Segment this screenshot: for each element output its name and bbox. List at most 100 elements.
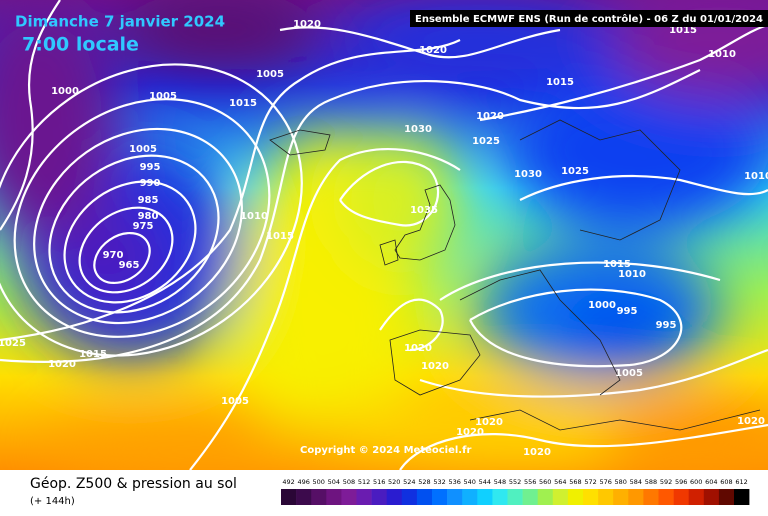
isobar <box>78 206 174 294</box>
colorbar-label: 608 <box>720 478 732 486</box>
colorbar-cell <box>658 489 674 505</box>
colorbar-label: 516 <box>373 478 385 486</box>
isobar-label: 1015 <box>669 25 697 36</box>
isobar-label: 1010 <box>618 269 646 280</box>
isobar-label: 1030 <box>404 124 432 135</box>
colorbar-label: 556 <box>524 478 536 486</box>
colorbar-label: 572 <box>584 478 596 486</box>
isobar <box>439 261 721 301</box>
colorbar-cell <box>507 489 523 505</box>
colorbar-label: 508 <box>343 478 355 486</box>
colorbar-label: 580 <box>615 478 627 486</box>
isobar-label: 1000 <box>51 86 79 97</box>
colorbar-label: 500 <box>313 478 325 486</box>
colorbar-cell <box>311 489 327 505</box>
isobar-label: 1005 <box>149 91 177 102</box>
isobar <box>419 348 768 398</box>
colorbar-cell <box>356 489 372 505</box>
isobar-label: 995 <box>656 320 677 331</box>
colorbar-label: 600 <box>690 478 702 486</box>
isobar-label: 1015 <box>79 349 107 360</box>
colorbar-label: 504 <box>328 478 340 486</box>
colorbar-cell <box>296 489 312 505</box>
isobar <box>0 0 61 231</box>
colorbar-label: 552 <box>509 478 521 486</box>
isobar-label: 995 <box>617 306 638 317</box>
isobar-label: 1015 <box>603 259 631 270</box>
isobar-label: 1025 <box>472 136 500 147</box>
colorbar-label: 492 <box>282 478 294 486</box>
isobar-label: 1020 <box>419 45 447 56</box>
colorbar-cell <box>567 489 584 505</box>
isobar <box>93 231 151 285</box>
isobar-label: 975 <box>133 221 154 232</box>
colorbar-cell <box>447 489 463 505</box>
isobar <box>379 298 444 352</box>
isobar <box>0 39 461 342</box>
colorbar-label: 528 <box>418 478 430 486</box>
colorbar-label: 568 <box>569 478 581 486</box>
isobar-label: 1020 <box>475 417 503 428</box>
isobar-label: 1005 <box>129 144 157 155</box>
isobar-label: 1025 <box>0 338 26 349</box>
colorbar-cell <box>613 489 629 505</box>
colorbar-label: 512 <box>358 478 370 486</box>
colorbar-cell <box>552 489 569 505</box>
colorbar-cell <box>281 489 297 505</box>
copyright: Copyright © 2024 Meteociel.fr <box>300 445 471 456</box>
colorbar-cell <box>643 489 659 505</box>
isobar-label: 1020 <box>404 343 432 354</box>
colorbar-cell <box>673 489 689 505</box>
isobar-label: 1030 <box>514 169 542 180</box>
time: 7:00 locale <box>22 34 139 56</box>
colorbar-label: 548 <box>494 478 506 486</box>
colorbar-cell <box>432 489 448 505</box>
colorbar-label: 576 <box>599 478 611 486</box>
date: Dimanche 7 janvier 2024 <box>15 13 225 31</box>
colorbar-label: 544 <box>479 478 491 486</box>
isobar-label: 1015 <box>229 98 257 109</box>
isobars <box>0 0 768 470</box>
isobar-label: 970 <box>103 250 124 261</box>
colorbar: 492 496 500 504 508 512 516 520 524 528 532 536 540 5… <box>281 478 750 505</box>
isobar-label: 1020 <box>421 361 449 372</box>
colorbar-cell <box>326 489 342 505</box>
isobar-label: 1015 <box>546 77 574 88</box>
colorbar-cell <box>341 489 357 505</box>
isobar-label: 1010 <box>708 49 736 60</box>
colorbar-cell <box>598 489 614 505</box>
colorbar-cell <box>477 489 493 505</box>
model-banner <box>410 10 768 27</box>
isobar-label: 1000 <box>588 300 616 311</box>
footer-title: Géop. Z500 & pression au sol <box>30 476 237 492</box>
coastlines <box>269 119 761 431</box>
isobar-label: 965 <box>119 260 140 271</box>
isobar <box>339 160 440 227</box>
colorbar-label: 532 <box>433 478 445 486</box>
isobar <box>13 98 271 338</box>
isobar <box>63 180 197 304</box>
colorbar-label: 524 <box>403 478 415 486</box>
colorbar-cell <box>416 489 433 505</box>
isobar <box>279 26 561 59</box>
isobar <box>519 175 768 201</box>
colorbar-cell <box>583 489 599 505</box>
isobar-label: 1020 <box>476 111 504 122</box>
colorbar-cell <box>703 489 720 505</box>
colorbar-label: 596 <box>675 478 687 486</box>
colorbar-cell <box>537 489 554 505</box>
colorbar-label: 560 <box>539 478 551 486</box>
colorbar-cell <box>462 489 478 505</box>
colorbar-cell <box>371 489 387 505</box>
colorbar-cell <box>492 489 508 505</box>
isobar-label: 1005 <box>615 368 643 379</box>
isobar-label: 1010 <box>240 211 268 222</box>
isobar <box>33 127 243 325</box>
isobar <box>469 288 683 368</box>
colorbar-label: 496 <box>297 478 309 486</box>
isobar <box>48 154 220 314</box>
colorbar-cell <box>628 489 644 505</box>
